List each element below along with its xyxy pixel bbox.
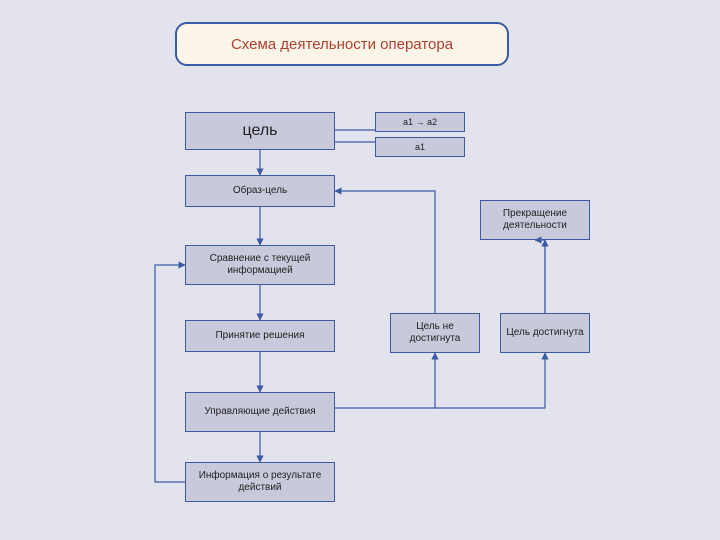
node-goal: цель xyxy=(185,112,335,150)
node-image-goal: Образ-цель xyxy=(185,175,335,207)
node-decision: Принятие решения xyxy=(185,320,335,352)
node-control: Управляющие действия xyxy=(185,392,335,432)
node-a1: а1 xyxy=(375,137,465,157)
node-compare: Сравнение с текущей информацией xyxy=(185,245,335,285)
node-a1a2: а1 → а2 xyxy=(375,112,465,132)
edges-layer xyxy=(0,0,720,540)
node-not-reached: Цель не достигнута xyxy=(390,313,480,353)
node-info: Информация о результате действий xyxy=(185,462,335,502)
diagram-title: Схема деятельности оператора xyxy=(175,22,509,66)
node-stop: Прекращение деятельности xyxy=(480,200,590,240)
node-reached: Цель достигнута xyxy=(500,313,590,353)
